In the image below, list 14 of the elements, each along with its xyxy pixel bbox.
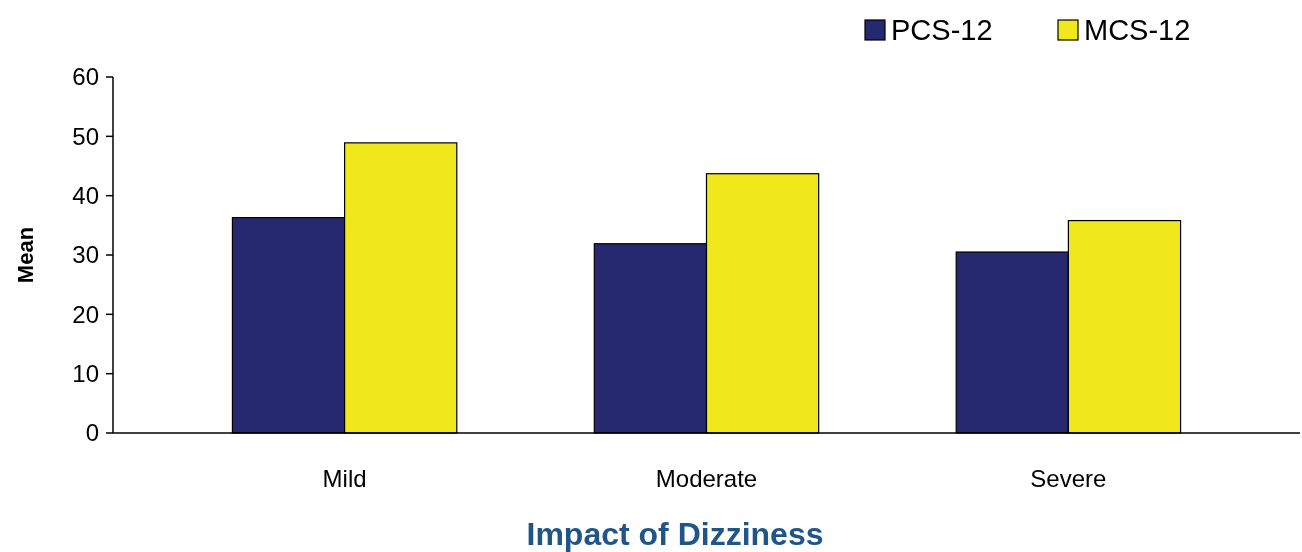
- y-tick-label: 0: [85, 419, 99, 447]
- y-tick-label: 10: [72, 360, 99, 388]
- x-axis-title: Impact of Dizziness: [526, 516, 824, 552]
- x-tick-label: Moderate: [655, 465, 758, 492]
- legend-label: PCS-12: [891, 14, 993, 47]
- y-tick-label: 30: [72, 241, 99, 269]
- legend-label: MCS-12: [1084, 14, 1191, 47]
- y-tick-label: 40: [72, 182, 99, 210]
- x-tick-label: Severe: [1030, 465, 1107, 492]
- y-tick-label: 60: [72, 63, 99, 91]
- y-tick-label: 50: [72, 122, 99, 150]
- y-tick-label: 20: [72, 300, 99, 328]
- x-tick-label: Mild: [322, 465, 367, 492]
- y-axis-title: Mean: [13, 226, 38, 284]
